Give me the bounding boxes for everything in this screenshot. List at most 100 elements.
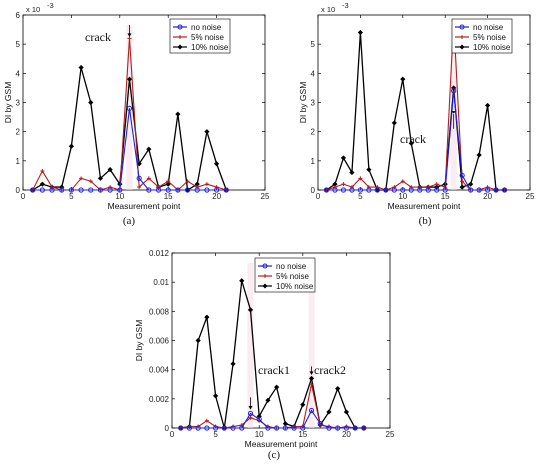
legend-marker [263, 274, 267, 278]
data-point [408, 140, 414, 146]
data-point [434, 184, 440, 190]
data-point [332, 187, 338, 193]
data-point [468, 181, 474, 187]
x-tick-label: 20 [212, 192, 221, 201]
data-point [185, 179, 190, 184]
crack-label: crack2 [314, 363, 346, 377]
data-point [39, 181, 45, 187]
legend-label: 5% noise [276, 272, 309, 281]
data-point [460, 179, 465, 184]
x-tick-label: 0 [21, 192, 26, 201]
data-point [282, 425, 288, 431]
data-point [408, 187, 414, 193]
data-point [326, 425, 332, 431]
data-point [78, 64, 84, 71]
data-point [248, 415, 253, 420]
data-point [459, 172, 465, 179]
legend-marker [262, 263, 268, 269]
data-point [214, 187, 220, 193]
data-point [291, 425, 297, 431]
y-exponent-power: -3 [47, 1, 54, 10]
data-point [383, 187, 389, 193]
y-tick-label: 0.01 [153, 278, 169, 287]
crack-highlight [247, 263, 254, 428]
data-point [326, 409, 332, 415]
x-tick-label: 25 [261, 192, 270, 201]
data-point [40, 169, 45, 174]
data-point [361, 425, 367, 431]
data-point [451, 88, 457, 94]
data-point [165, 187, 171, 193]
data-point [155, 187, 162, 193]
y-tick-label: 3 [16, 99, 21, 108]
data-point [97, 175, 104, 181]
data-point [349, 185, 354, 190]
data-point [146, 187, 152, 193]
data-point [184, 187, 191, 193]
data-point [68, 143, 74, 149]
data-point [78, 187, 84, 193]
crack-arrowhead [451, 111, 456, 114]
legend-marker [459, 44, 465, 50]
data-point [204, 418, 209, 423]
data-point [204, 182, 209, 187]
y-axis-label: DI by GSM [3, 82, 13, 124]
data-point [442, 187, 448, 193]
data-point [308, 407, 315, 414]
y-tick-label: 0.006 [149, 337, 170, 346]
y-tick-label: 4 [311, 69, 316, 78]
data-point [107, 187, 113, 193]
data-point [256, 416, 262, 422]
data-point [195, 185, 200, 190]
legend-marker [460, 35, 464, 39]
data-point [213, 425, 219, 431]
series-line [32, 108, 227, 191]
data-point [341, 182, 346, 187]
data-point [117, 187, 123, 193]
data-point [204, 187, 210, 193]
x-tick-label: 5 [358, 192, 363, 201]
data-point [476, 187, 482, 193]
panel-caption: (b) [419, 215, 432, 227]
panel-caption: (a) [123, 215, 136, 227]
x-tick-label: 10 [115, 192, 124, 201]
data-point [136, 175, 142, 181]
y-tick-label: 0 [311, 186, 316, 195]
series-line [326, 90, 505, 191]
y-tick-label: 0.008 [149, 307, 170, 316]
data-point [366, 166, 372, 173]
x-tick-label: 20 [342, 430, 351, 439]
data-point [88, 99, 94, 106]
data-point [223, 187, 229, 193]
data-point [214, 161, 220, 167]
data-point [126, 76, 133, 82]
x-tick-label: 25 [386, 430, 395, 439]
data-point [391, 187, 397, 193]
data-point [476, 152, 482, 158]
chart-panel-c: 0 5 10 15 20 25 0 0.002 0.004 0.006 0.008 0.01 0.012… [134, 249, 395, 461]
crack-label: crack [400, 132, 426, 146]
data-point [317, 421, 323, 427]
data-point [485, 187, 491, 193]
y-axis-label: DI by GSM [134, 320, 144, 362]
data-point [175, 187, 181, 193]
x-tick-label: 5 [69, 192, 74, 201]
data-point [194, 187, 200, 193]
data-point [493, 187, 499, 193]
crack-label: crack1 [258, 363, 290, 377]
x-tick-label: 5 [213, 430, 218, 439]
data-point [204, 129, 210, 135]
y-tick-label: 1 [16, 157, 21, 166]
legend-label: 10% noise [191, 43, 229, 52]
data-point [332, 181, 338, 187]
x-tick-label: 10 [255, 430, 264, 439]
data-point [146, 176, 151, 181]
data-point [274, 384, 280, 390]
data-point [425, 187, 431, 193]
data-point [265, 397, 271, 403]
data-point [400, 187, 406, 193]
legend-label: 5% noise [191, 33, 224, 42]
data-point [340, 187, 347, 193]
data-point [323, 187, 330, 193]
